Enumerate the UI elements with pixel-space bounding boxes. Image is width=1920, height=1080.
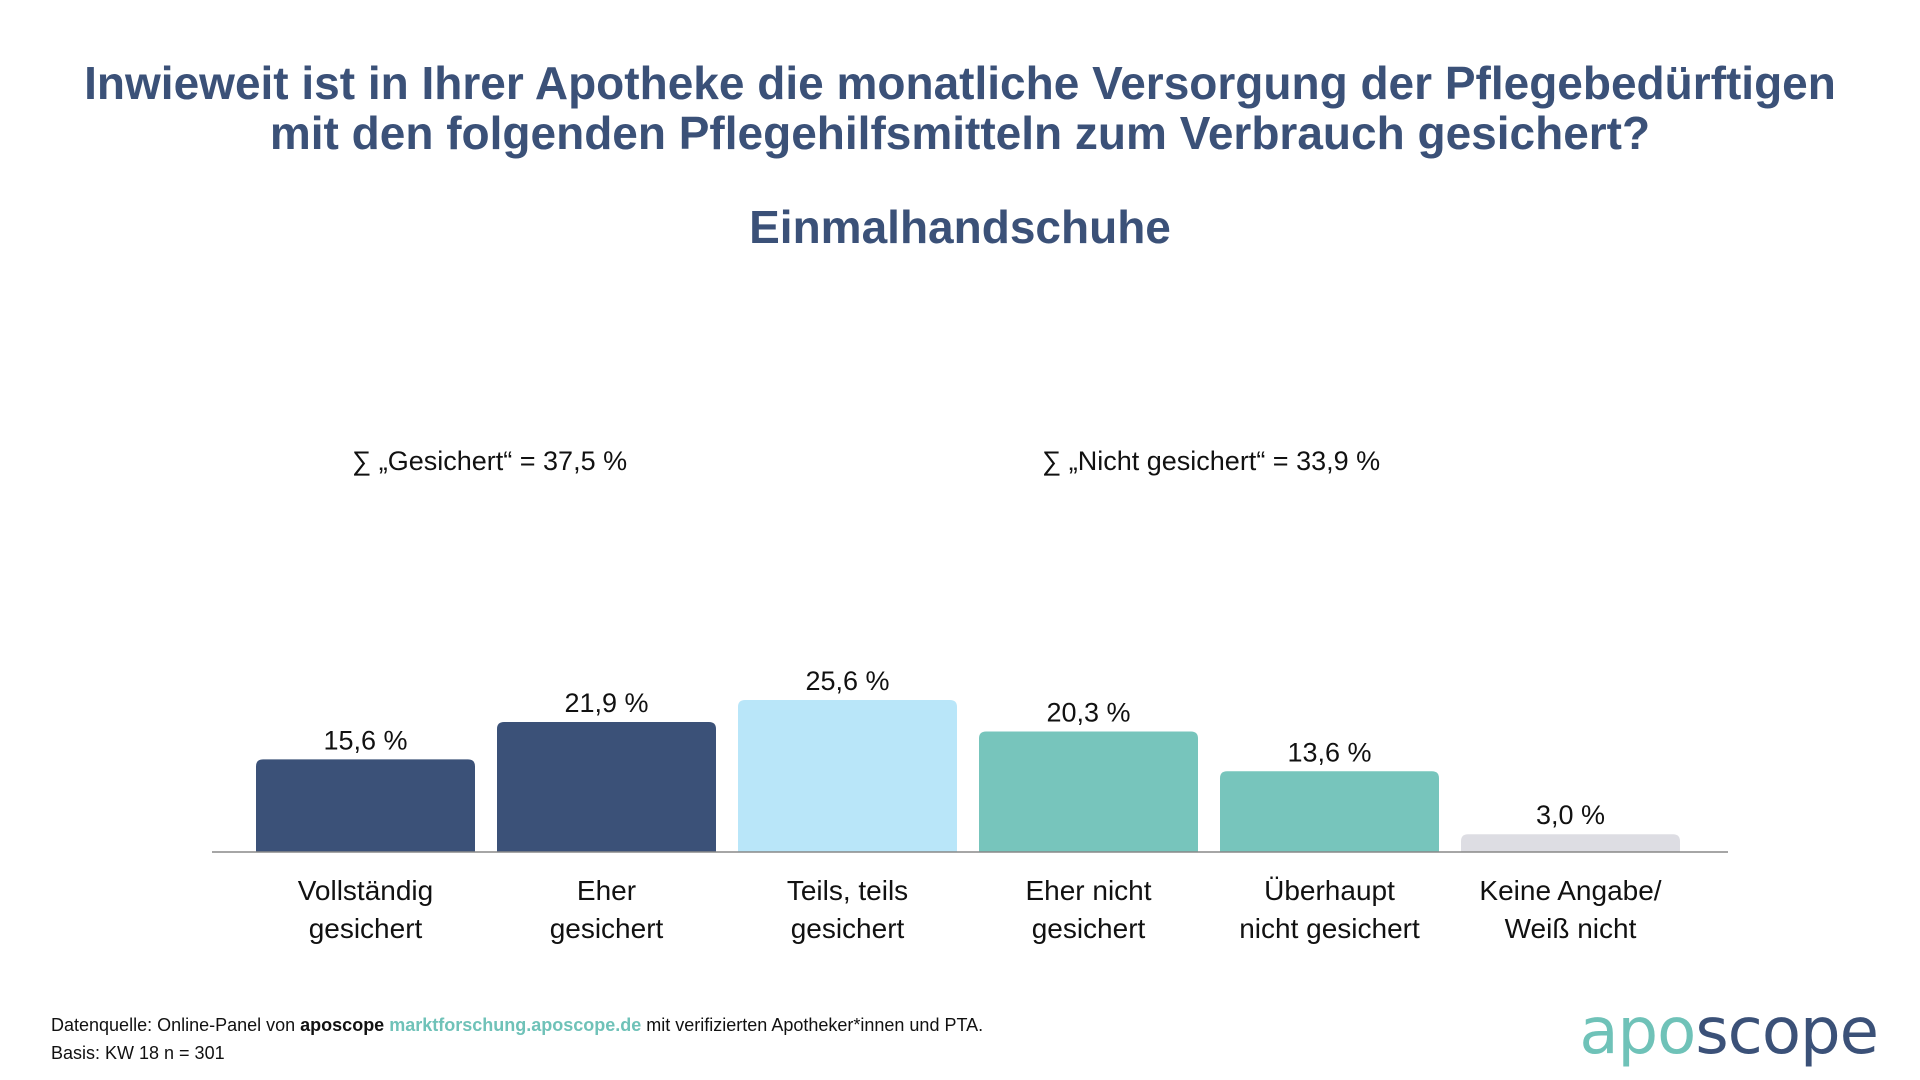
bar-value-label-5: 13,6 % — [1287, 737, 1371, 767]
category-label-1-line-2: gesichert — [308, 913, 423, 944]
logo-part-scope: scope — [1695, 995, 1879, 1069]
category-label-5-line-1: Überhaupt — [1264, 875, 1395, 906]
bar-5 — [1220, 771, 1439, 852]
category-label-4-line-2: gesichert — [1031, 913, 1146, 944]
category-label-6: Keine Angabe/Weiß nicht — [1461, 872, 1681, 948]
category-label-3: Teils, teils gesichert — [738, 872, 958, 948]
bar-chart: 15,6 % 21,9 % 25,6 % 20,3 % 13,6 % 3,0 % — [212, 666, 1728, 853]
chart-subtitle: Einmalhandschuhe — [749, 201, 1171, 253]
chart-title-line1: Inwieweit ist in Ihrer Apotheke die mona… — [84, 57, 1836, 109]
bar-4 — [979, 731, 1198, 852]
bar-6 — [1461, 834, 1680, 852]
footer-basis: Basis: KW 18 n = 301 — [51, 1043, 225, 1063]
logo-part-apo: apo — [1579, 995, 1696, 1069]
category-label-5: Überhaupt nicht gesichert — [1220, 872, 1440, 948]
footer-source-prefix: Datenquelle: Online-Panel von — [51, 1015, 301, 1035]
bar-2 — [497, 721, 716, 852]
bar-3 — [738, 700, 957, 852]
bar-value-label-6: 3,0 % — [1536, 800, 1605, 830]
category-label-2-line-1: Eher — [576, 875, 637, 906]
category-label-5-line-2: nicht gesichert — [1239, 913, 1420, 944]
bar-value-label-4: 20,3 % — [1046, 697, 1130, 727]
category-label-4-line-1: Eher nicht — [1025, 875, 1152, 906]
bar-1 — [256, 759, 475, 852]
bar-value-label-2: 21,9 % — [564, 688, 648, 718]
footer-source-link[interactable]: marktforschung.aposcope.de — [389, 1015, 642, 1035]
category-label-2-line-2: gesichert — [549, 913, 664, 944]
category-label-2: Eher gesichert — [497, 872, 717, 948]
aposcope-logo: aposcope — [1579, 995, 1879, 1069]
bar-value-label-1: 15,6 % — [323, 725, 407, 755]
category-label-4: Eher nicht gesichert — [979, 872, 1199, 948]
sum-gesichert-annotation: ∑ „Gesichert“ = 37,5 % — [352, 446, 628, 476]
category-label-6-line-1: Keine Angabe/ — [1479, 875, 1662, 906]
sum-nicht-gesichert-annotation: ∑ „Nicht gesichert“ = 33,9 % — [1042, 446, 1381, 476]
chart-title: Inwieweit ist in Ihrer Apotheke die mona… — [0, 58, 1920, 158]
category-label-1: Vollständig gesichert — [256, 872, 476, 948]
chart-title-line2: mit den folgenden Pflegehilfsmitteln zum… — [269, 107, 1651, 159]
footer-source-suffix: mit verifizierten Apotheker*innen und PT… — [641, 1015, 984, 1035]
category-label-3-line-1: Teils, teils — [786, 875, 909, 906]
bar-value-label-3: 25,6 % — [805, 666, 889, 696]
footer-source-brand: aposcope — [300, 1015, 385, 1035]
footer-source: Datenquelle: Online-Panel von aposcope m… — [51, 1015, 983, 1036]
category-label-1-line-1: Vollständig — [297, 875, 434, 906]
category-label-3-line-2: gesichert — [790, 913, 905, 944]
category-label-6-line-2: Weiß nicht — [1504, 913, 1637, 944]
